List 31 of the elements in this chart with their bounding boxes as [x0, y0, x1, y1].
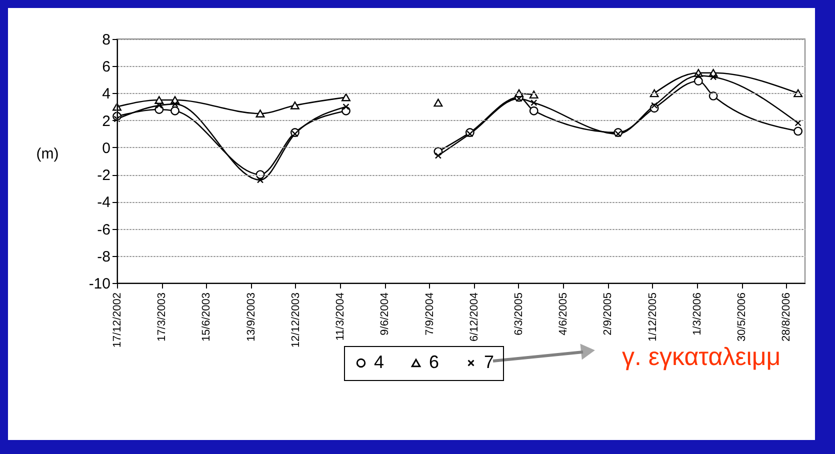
y-tick-label: 0 [102, 140, 110, 157]
x-tick-label: 2/9/2005 [602, 292, 614, 336]
x-tick-label: 13/9/2003 [245, 292, 258, 342]
y-tick-label: -4 [97, 194, 110, 212]
y-tick-label: -2 [97, 167, 110, 184]
x-tick-label: 12/12/2003 [290, 292, 302, 348]
x-tick-label: 6/3/2005 [513, 292, 525, 336]
y-tick-label: 8 [102, 32, 110, 48]
legend-label: 6 [429, 352, 440, 372]
y-tick-label: 2 [102, 112, 110, 130]
y-axis-title: (m) [36, 146, 59, 162]
x-tick-label: 28/8/2006 [780, 292, 793, 342]
y-tick-label: -8 [97, 248, 110, 266]
y-tick-label: 4 [102, 86, 110, 103]
legend-label: 7 [484, 352, 494, 372]
x-tick-label: 9/6/2004 [379, 292, 392, 336]
x-tick-label: 1/3/2006 [691, 292, 704, 336]
x-tick-label: 15/6/2003 [200, 292, 213, 342]
y-tick-label: -10 [88, 276, 110, 292]
text: γ. εγκαταλειμμ [622, 343, 781, 371]
legend-label: 4 [374, 352, 384, 372]
x-tick-label: 6/12/2004 [468, 292, 480, 342]
y-tick-label: -6 [97, 221, 110, 238]
x-tick-label: 17/3/2003 [156, 292, 168, 342]
x-tick-label: 1/12/2005 [646, 292, 659, 342]
x-tick-label: 7/9/2004 [424, 292, 436, 336]
x-tick-label: 4/6/2005 [558, 292, 570, 336]
x-tick-label: 30/5/2006 [736, 292, 748, 342]
y-tick-label: 6 [102, 58, 110, 76]
x-tick-label: 11/3/2004 [334, 292, 347, 341]
x-tick-label: 17/12/2002 [112, 292, 124, 348]
